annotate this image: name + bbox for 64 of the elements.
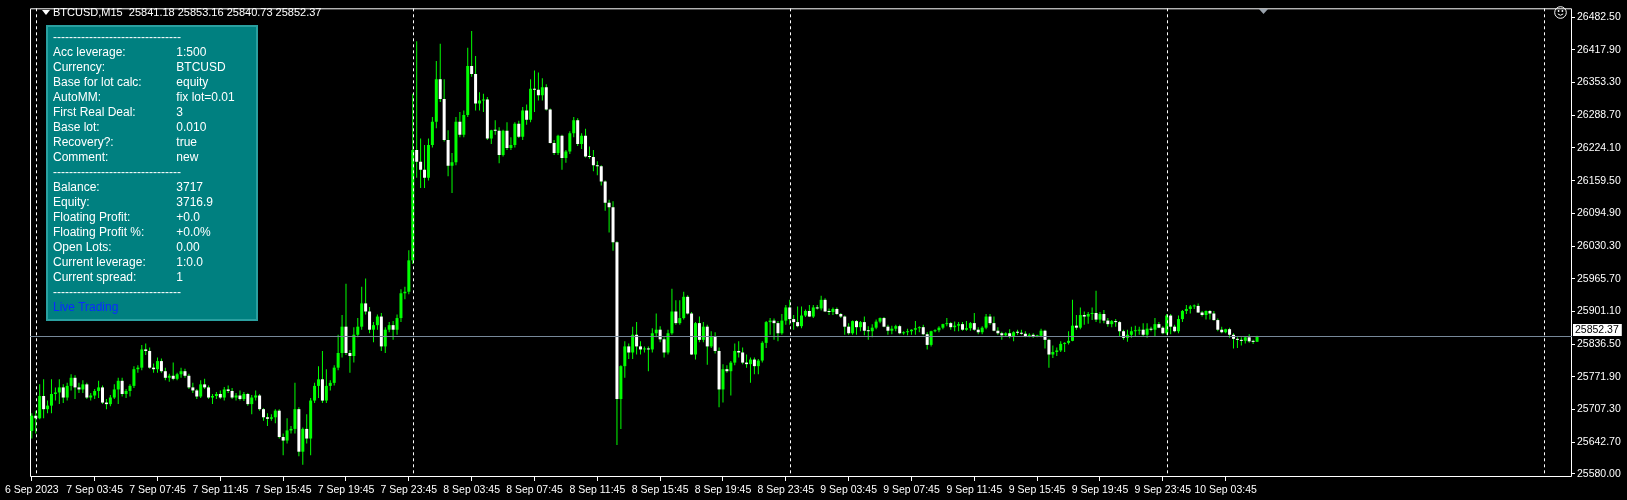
x-tick-label: 6 Sep 2023 [4,483,59,496]
candlestick [493,120,497,135]
x-tick-label: 7 Sep 11:45 [192,483,249,496]
candlestick [1235,337,1239,348]
text: Current spread: 1 [53,270,184,284]
x-tick-label: 9 Sep 03:45 [820,483,878,496]
candlestick [1090,307,1094,321]
x-tick-label: 8 Sep 11:45 [569,483,626,496]
candlestick [1082,311,1086,325]
text: First Real Deal: 3 [53,105,184,119]
x-tick-label: 7 Sep 03:45 [66,483,124,496]
text: Comment: new [53,150,199,164]
y-tick-label: 26288.70 [1577,108,1621,121]
x-tick-label: 9 Sep 19:45 [1071,483,1129,496]
x-tick-label: 7 Sep 15:45 [254,483,312,496]
x-tick-label: 9 Sep 07:45 [883,483,940,496]
y-tick-label: 26094.90 [1577,206,1621,219]
x-tick-label: 7 Sep 23:45 [380,483,438,496]
x-tick-label: 8 Sep 07:45 [506,483,563,496]
text: AutoMM: fix lot=0.01 [53,90,235,104]
x-tick-label: 8 Sep 23:45 [757,483,815,496]
text: Floating Profit: +0.0 [53,210,201,224]
text: Current leverage: 1:0.0 [53,255,204,269]
text: Balance: 3717 [53,180,204,194]
annotation: -------------------------------- [53,285,182,300]
text: Base for lot calc: equity [53,75,209,89]
y-tick-label: 25642.70 [1577,435,1621,448]
x-tick-label: 8 Sep 15:45 [631,483,689,496]
text: Open Lots: 0.00 [53,240,200,254]
y-tick-label: 25580.00 [1577,466,1621,479]
y-tick-label: 26417.90 [1577,42,1621,55]
text: Floating Profit %: +0.0% [53,225,211,239]
x-tick-label: 8 Sep 03:45 [443,483,501,496]
candlestick [1063,342,1067,352]
x-tick-label: 7 Sep 07:45 [129,483,186,496]
x-tick-label: 9 Sep 15:45 [1008,483,1066,496]
x-tick-label: 8 Sep 19:45 [694,483,752,496]
x-tick-label: 9 Sep 11:45 [946,483,1003,496]
candlestick [254,390,258,401]
y-tick-label: 25707.30 [1577,402,1621,415]
text: Acc leverage: 1:500 [53,45,207,59]
y-tick-label: 26159.50 [1577,173,1621,186]
text: Base lot: 0.010 [53,120,207,134]
text: Currency: BTCUSD [53,60,226,74]
y-tick-label: 25901.10 [1577,304,1621,317]
candlestick [53,387,57,401]
candlestick [595,161,599,176]
x-tick-label: 7 Sep 19:45 [317,483,375,496]
x-tick-label: 9 Sep 23:45 [1134,483,1192,496]
y-tick-label: 26482.50 [1577,10,1621,23]
annotation: -------------------------------- [53,30,182,45]
y-tick-label: 26030.30 [1577,238,1621,251]
x-tick-label: 10 Sep 03:45 [1194,483,1258,496]
y-tick-label: 25771.90 [1577,369,1621,382]
y-tick-label: 26353.30 [1577,75,1621,88]
annotation: -------------------------------- [53,165,182,180]
text: Recovery?: true [53,135,198,149]
y-tick-label: 25965.70 [1577,271,1621,284]
chart-title: BTCUSD,M15 25841.18 25853.16 25840.73 25852.37 [53,6,322,19]
y-tick-label: 25836.50 [1577,337,1621,350]
ref-line-label: 25852.37 [1575,322,1619,335]
y-tick-label: 26224.10 [1577,140,1621,153]
annotation: Live Trading [53,300,120,315]
text: Equity: 3716.9 [53,195,214,209]
